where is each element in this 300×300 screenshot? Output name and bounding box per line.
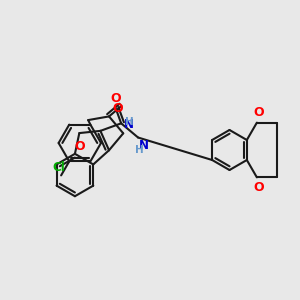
Text: O: O (110, 92, 121, 105)
Text: H: H (125, 117, 134, 128)
Text: O: O (253, 106, 264, 119)
Text: O: O (75, 140, 85, 153)
Text: N: N (124, 118, 134, 131)
Text: Cl: Cl (52, 161, 65, 174)
Text: N: N (139, 139, 149, 152)
Text: H: H (136, 145, 144, 155)
Text: O: O (253, 181, 264, 194)
Text: O: O (112, 102, 123, 115)
